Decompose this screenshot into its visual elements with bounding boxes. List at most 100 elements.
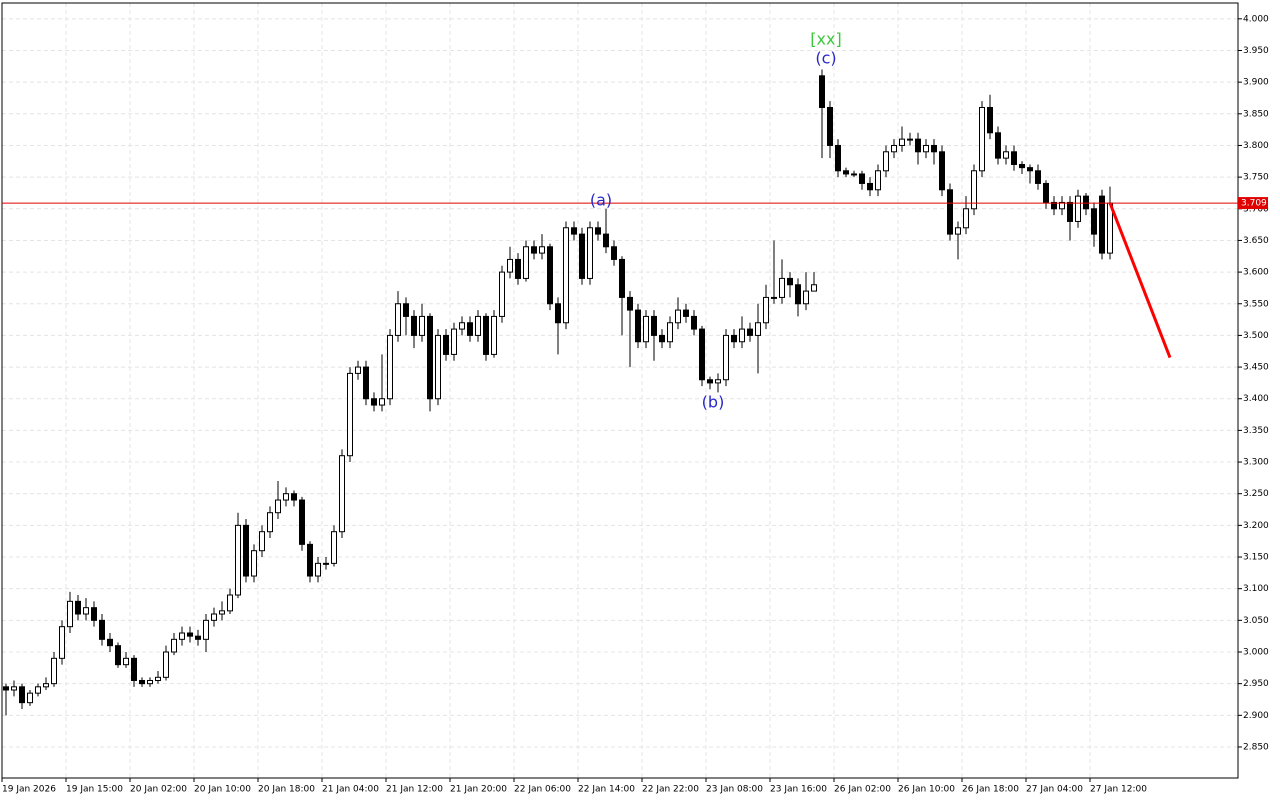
y-tick-label: 3.000 (1243, 647, 1269, 657)
y-tick-label: 3.700 (1243, 204, 1269, 214)
candle-body (955, 227, 961, 235)
candle-body (83, 607, 89, 615)
x-tick-label: 27 Jan 12:00 (1090, 785, 1147, 795)
candle-body (387, 334, 393, 400)
candle-body (803, 290, 809, 305)
candle-body (411, 315, 417, 336)
x-tick-label: 19 Jan 15:00 (66, 785, 123, 795)
candle-body (899, 138, 905, 146)
candle-body (347, 372, 353, 457)
candle-body (323, 562, 329, 565)
candle-body (363, 366, 369, 400)
candle-body (579, 233, 585, 279)
y-tick-label: 3.050 (1243, 616, 1269, 626)
candle-body (731, 334, 737, 343)
candle-body (835, 144, 841, 172)
candle-body (1011, 151, 1017, 165)
candle-body (435, 334, 441, 400)
candle-body (1003, 151, 1009, 159)
candle-body (1019, 163, 1025, 169)
forecast-line (1108, 202, 1172, 359)
candle-body (691, 315, 697, 330)
candle-body (843, 170, 849, 175)
candle-body (587, 227, 593, 279)
candle-body (1035, 170, 1041, 184)
candle-body (931, 144, 937, 153)
candle-body (979, 106, 985, 172)
candle-body (539, 246, 545, 254)
candle-body (923, 144, 929, 153)
candle-body (1043, 182, 1049, 203)
x-tick-label: 20 Jan 10:00 (194, 785, 251, 795)
y-tick-label: 2.850 (1243, 742, 1269, 752)
y-tick-label: 3.800 (1243, 141, 1269, 151)
candle-body (475, 315, 481, 336)
candle-body (123, 657, 129, 666)
candle-body (891, 144, 897, 153)
candle-body (907, 138, 913, 141)
candle-body (995, 132, 1001, 159)
x-tick-label: 20 Jan 18:00 (258, 785, 315, 795)
x-tick-label: 19 Jan 2026 (2, 785, 56, 795)
candle-body (723, 334, 729, 381)
y-tick-label: 3.600 (1243, 268, 1269, 278)
candle-body (915, 138, 921, 153)
x-tick-label: 23 Jan 16:00 (770, 785, 827, 795)
y-tick-label: 3.450 (1243, 363, 1269, 373)
candle-body (451, 328, 457, 355)
y-tick-label: 3.250 (1243, 489, 1269, 499)
candle-body (147, 679, 153, 685)
y-tick-label: 3.400 (1243, 394, 1269, 404)
candle-body (195, 635, 201, 640)
candle-body (555, 303, 561, 324)
x-tick-label: 23 Jan 08:00 (706, 785, 763, 795)
candle-body (523, 246, 529, 279)
candle-body (1027, 167, 1033, 172)
candle-body (339, 455, 345, 533)
candle-body (675, 309, 681, 324)
candle-body (507, 258, 513, 273)
candle-body (307, 543, 313, 577)
candle-body (971, 170, 977, 210)
x-tick-label: 26 Jan 10:00 (898, 785, 955, 795)
candle-body (619, 258, 625, 298)
candle-body (1099, 195, 1105, 254)
candle-body (171, 638, 177, 653)
price-tag-label: 3.709 (1241, 199, 1267, 209)
candle-body (771, 296, 777, 299)
candle-body (595, 227, 601, 235)
candle-body (819, 75, 825, 108)
candle-body (203, 619, 209, 640)
candle-body (531, 246, 537, 254)
candle-body (459, 322, 465, 330)
candle-body (1051, 201, 1057, 210)
candle-body (355, 366, 361, 374)
x-tick-label: 22 Jan 06:00 (514, 785, 571, 795)
candle-body (35, 686, 41, 694)
candle-body (75, 600, 81, 615)
candle-body (27, 692, 33, 704)
candle-body (227, 594, 233, 612)
candle-body (291, 493, 297, 501)
candle-body (99, 619, 105, 640)
candle-body (627, 296, 633, 311)
candle-body (427, 315, 433, 400)
candle-body (651, 315, 657, 336)
candle-body (1059, 201, 1065, 210)
candle-body (827, 106, 833, 146)
candle-body (547, 246, 553, 305)
candle-body (371, 398, 377, 406)
candle-body (611, 246, 617, 260)
candle-body (667, 322, 673, 343)
candle-body (267, 512, 273, 533)
x-tick-label: 21 Jan 20:00 (450, 785, 507, 795)
x-tick-label: 26 Jan 02:00 (834, 785, 891, 795)
candle-body (867, 182, 873, 191)
x-tick-label: 20 Jan 02:00 (130, 785, 187, 795)
candle-body (963, 208, 969, 229)
candle-body (443, 334, 449, 355)
y-tick-label: 3.350 (1243, 426, 1269, 436)
candle-body (11, 686, 17, 691)
candle-body (715, 379, 721, 384)
